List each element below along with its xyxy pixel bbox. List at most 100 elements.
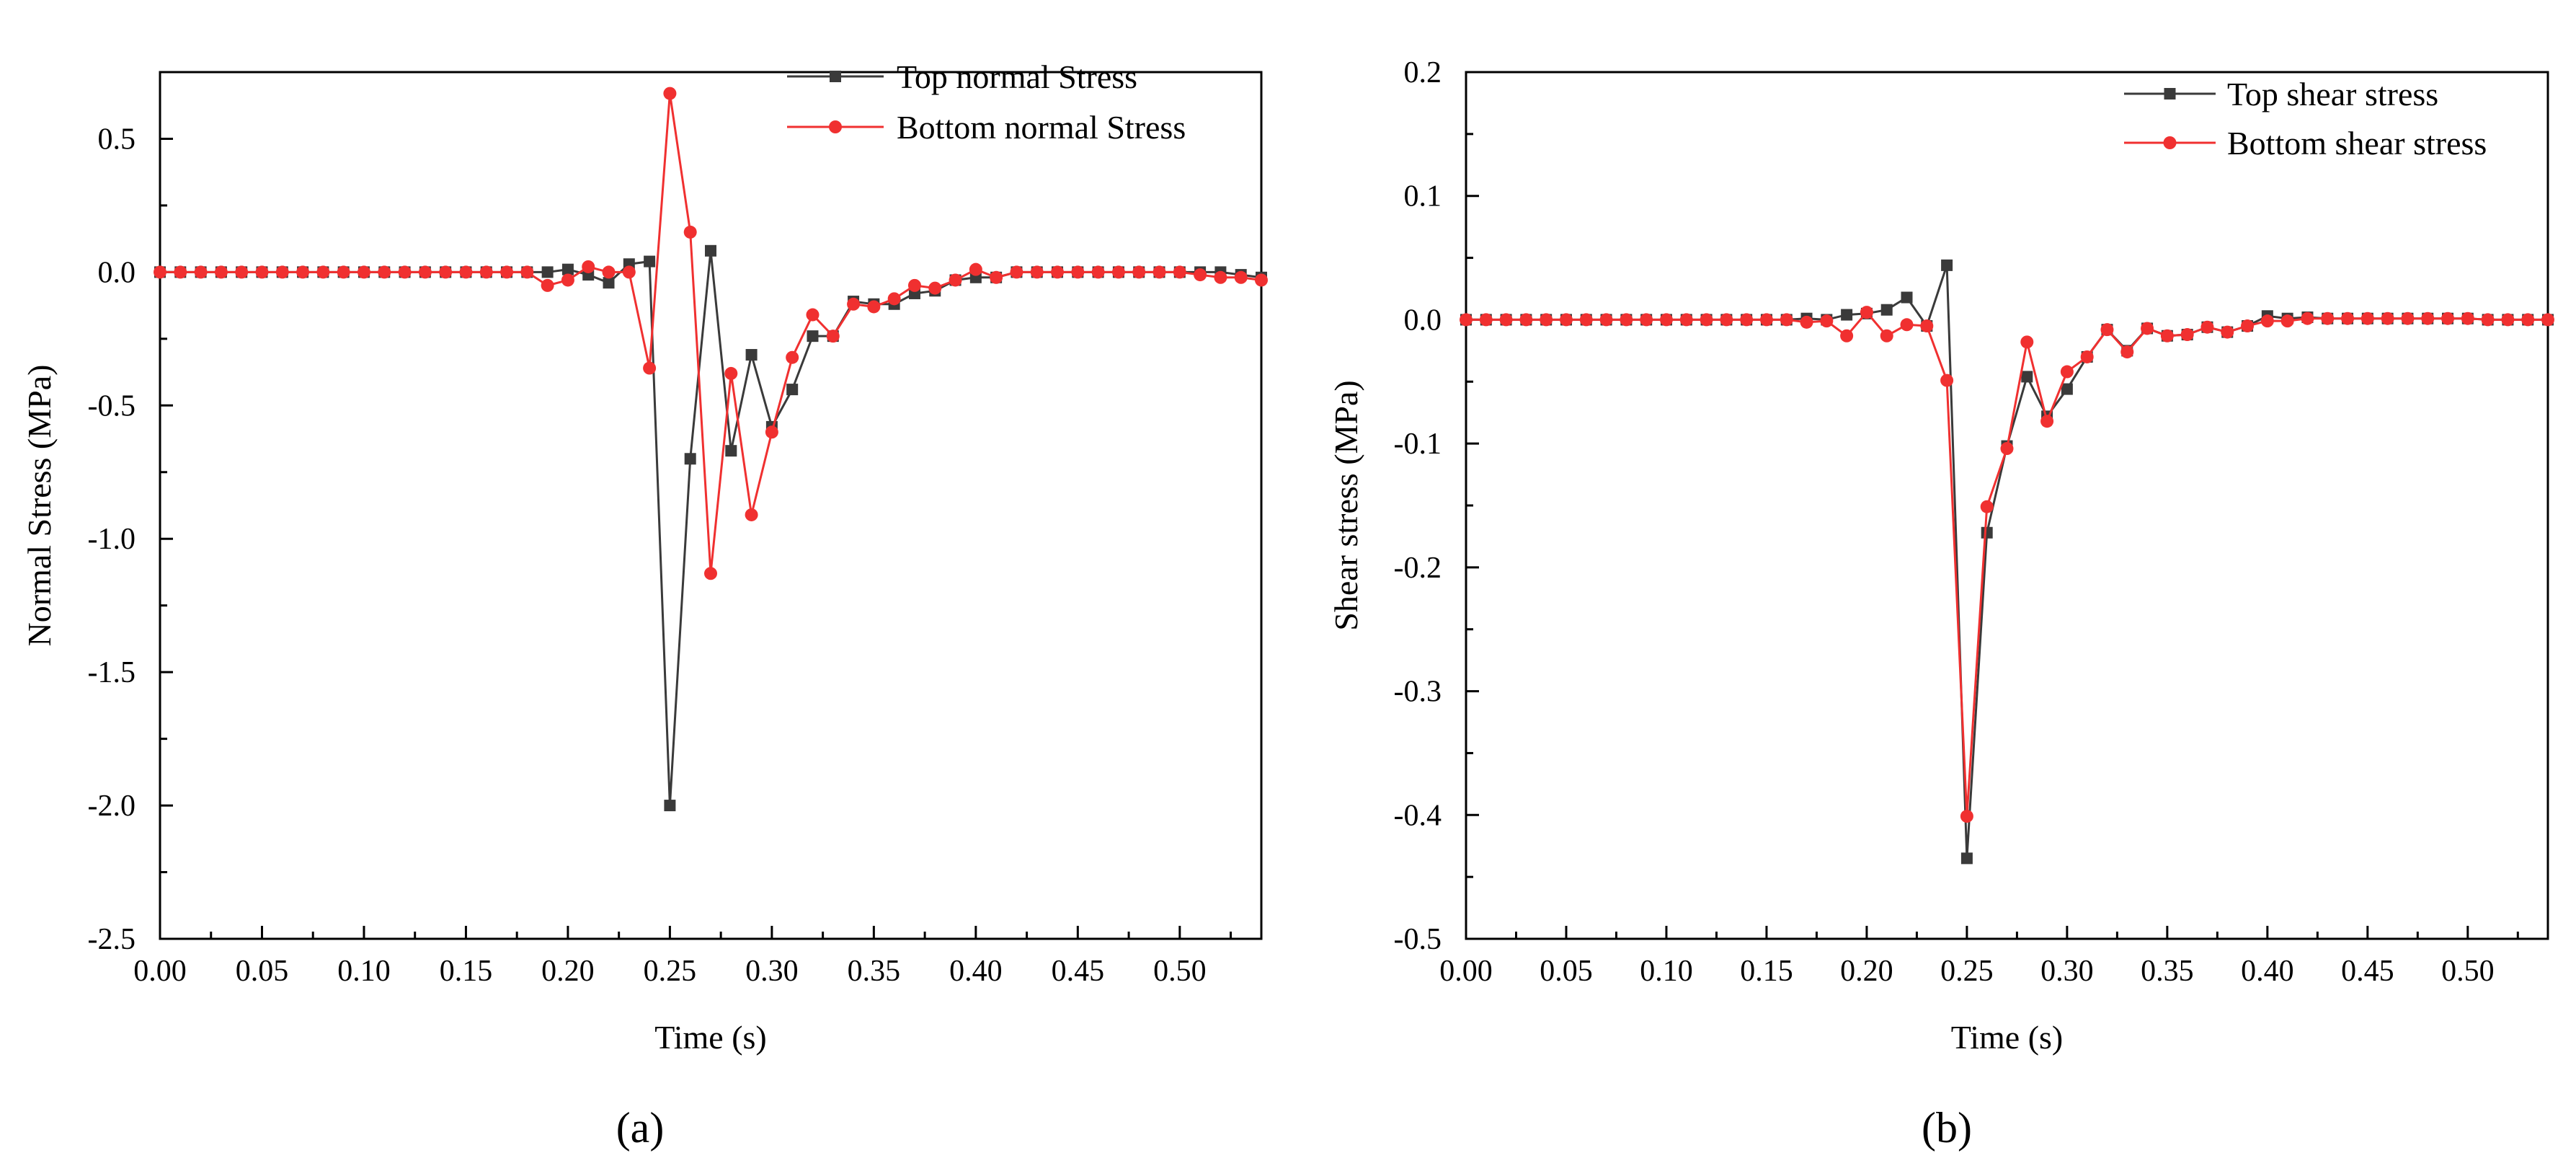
x-tick-label: 0.40 [2241, 955, 2294, 988]
data-point-bottom [2120, 345, 2134, 359]
data-point-bottom [745, 508, 758, 521]
data-point-top [1901, 291, 1913, 304]
panel-label-a: (a) [616, 1104, 665, 1152]
data-point-bottom [194, 265, 208, 279]
y-axis-title: Normal Stress (MPa) [21, 365, 58, 647]
data-point-bottom [1820, 314, 1834, 328]
data-point-bottom [1194, 268, 1207, 282]
data-point-bottom [2280, 314, 2294, 328]
data-point-bottom [2341, 311, 2355, 325]
data-point-bottom [2020, 335, 2034, 349]
x-tick-label: 0.45 [1052, 955, 1105, 988]
data-point-bottom [1880, 329, 1893, 343]
data-point-bottom [1800, 315, 1813, 329]
data-point-bottom [2160, 329, 2174, 343]
data-point-bottom [1940, 374, 1954, 387]
data-point-bottom [1659, 313, 1673, 327]
data-point-bottom [479, 265, 493, 279]
y-tick-label: -0.3 [1394, 676, 1442, 709]
data-point-bottom [1010, 265, 1023, 279]
data-point-bottom [500, 265, 514, 279]
series-line-bottom [160, 93, 1262, 574]
plot-frame [1465, 71, 2549, 940]
data-point-bottom [1255, 273, 1268, 287]
x-tick-label: 0.10 [1640, 955, 1693, 988]
data-point-bottom [1111, 265, 1125, 279]
data-point-bottom [1840, 329, 1854, 343]
data-point-bottom [2000, 442, 2014, 456]
data-point-bottom [316, 265, 330, 279]
data-point-bottom [765, 425, 778, 439]
data-point-bottom [2360, 311, 2374, 325]
y-tick-label: 0.1 [1404, 180, 1442, 213]
data-point-top [786, 384, 799, 396]
x-tick-label: 0.30 [745, 955, 799, 988]
x-tick-label: 0.05 [1540, 955, 1593, 988]
data-point-bottom [1740, 313, 1754, 327]
data-point-bottom [2501, 313, 2515, 327]
legend-marker-circle [2163, 136, 2177, 149]
data-point-bottom [949, 273, 962, 287]
data-point-bottom [887, 292, 901, 306]
y-tick-label: -2.0 [88, 790, 136, 823]
data-point-bottom [296, 265, 310, 279]
legend-label: Top shear stress [2227, 76, 2438, 112]
x-tick-label: 0.05 [236, 955, 289, 988]
data-point-bottom [2141, 322, 2154, 335]
data-point-bottom [1499, 313, 1513, 327]
y-axis-title: Shear stress (MPa) [1328, 380, 1364, 631]
data-point-top [1841, 309, 1853, 321]
legend-marker-square [2164, 88, 2176, 100]
data-point-bottom [1460, 313, 1473, 327]
data-point-bottom [2260, 314, 2274, 328]
data-point-bottom [582, 260, 595, 273]
y-tick-label: 0.5 [98, 123, 136, 156]
data-point-bottom [2301, 311, 2314, 325]
data-point-top [603, 277, 615, 289]
data-point-top [2021, 371, 2033, 383]
data-point-bottom [2521, 313, 2535, 327]
data-point-bottom [418, 265, 432, 279]
data-point-bottom [1620, 313, 1633, 327]
data-point-bottom [847, 297, 861, 311]
data-point-top [1880, 304, 1893, 316]
data-point-bottom [255, 265, 269, 279]
data-point-bottom [1780, 313, 1793, 327]
y-tick-label: -0.4 [1394, 799, 1442, 832]
data-point-bottom [2381, 311, 2394, 325]
data-point-bottom [990, 270, 1003, 284]
data-point-bottom [1234, 270, 1248, 284]
data-point-bottom [214, 265, 228, 279]
data-point-bottom [1030, 265, 1044, 279]
y-tick-label: 0.0 [98, 256, 136, 289]
data-point-bottom [2080, 350, 2094, 363]
x-tick-label: 0.25 [644, 955, 697, 988]
data-point-bottom [154, 265, 166, 279]
series-line-top [160, 250, 1262, 806]
data-point-bottom [622, 265, 636, 279]
data-point-bottom [826, 330, 840, 343]
x-tick-label: 0.00 [1439, 955, 1493, 988]
data-point-top [725, 445, 737, 457]
panel-label-b: (b) [1922, 1104, 1972, 1152]
panel-b-shear-stress-chart: 0.00 0.05 0.10 0.15 0.20 0.25 0.30 0.35 0.40 0.45… [1328, 56, 2554, 1056]
data-point-top [664, 800, 676, 812]
series-line-top [1466, 265, 2548, 859]
x-tick-label: 0.40 [949, 955, 1003, 988]
x-tick-label: 0.15 [440, 955, 493, 988]
legend-label: Bottom shear stress [2227, 125, 2487, 162]
x-tick-label: 0.15 [1740, 955, 1793, 988]
x-tick-label: 0.45 [2341, 955, 2394, 988]
y-tick-label: -1.0 [88, 523, 136, 556]
data-point-bottom [337, 265, 350, 279]
x-tick-label: 0.30 [2040, 955, 2094, 988]
data-point-bottom [378, 265, 391, 279]
y-tick-label: 0.0 [1404, 304, 1442, 337]
x-tick-label: 0.20 [541, 955, 595, 988]
data-point-bottom [1759, 313, 1773, 327]
data-point-bottom [2040, 415, 2054, 428]
x-tick-label: 0.50 [2441, 955, 2495, 988]
data-point-bottom [1559, 313, 1573, 327]
data-point-bottom [439, 265, 453, 279]
